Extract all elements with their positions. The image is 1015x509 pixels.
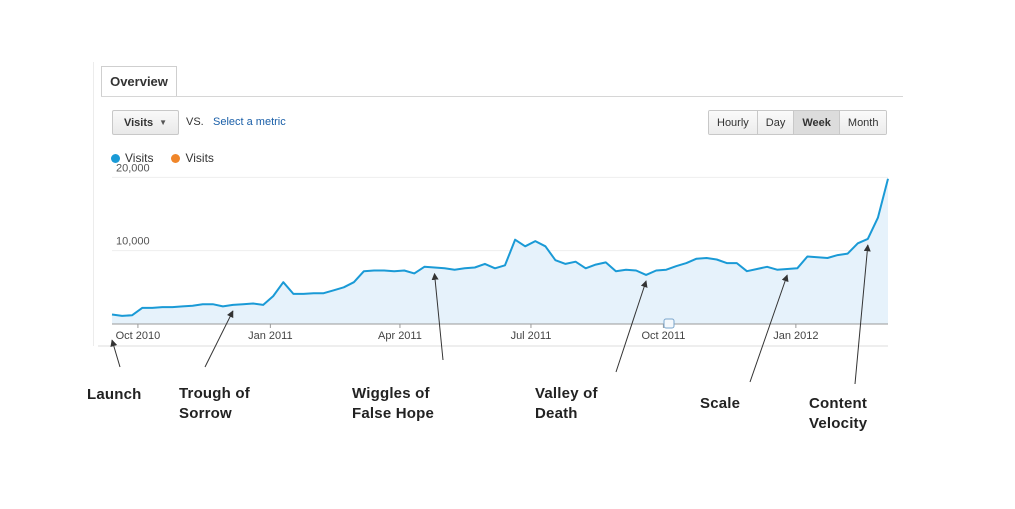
- annotation-wiggles-of-false-hope: Wiggles of False Hope: [352, 384, 434, 424]
- x-tick-label: Oct 2011: [641, 330, 685, 342]
- annotation-arrow: [615, 280, 648, 373]
- panel-left-border: [93, 62, 94, 346]
- annotation-valley-text: Valley of Death: [535, 385, 598, 422]
- x-tick-label: Jul 2011: [511, 330, 552, 342]
- annotation-arrow: [431, 272, 444, 361]
- annotation-wiggles-text: Wiggles of False Hope: [352, 385, 435, 422]
- legend-dot-orange: [171, 153, 181, 163]
- annotation-arrow: [749, 274, 789, 383]
- annotation-trough-text: Trough of Sorrow: [179, 385, 250, 422]
- legend-label-secondary: Visits: [185, 151, 214, 165]
- y-tick-label: 20,000: [116, 162, 150, 174]
- tab-divider: [101, 96, 903, 97]
- annotation-arrow: [204, 310, 234, 368]
- vs-label: VS.: [186, 116, 204, 128]
- chart-legend: Visits Visits: [111, 151, 214, 165]
- tab-overview[interactable]: Overview: [101, 66, 177, 96]
- legend-dot-blue: [111, 153, 120, 163]
- legend-item-primary[interactable]: Visits: [111, 151, 153, 165]
- annotation-arrow: [110, 339, 121, 368]
- chevron-down-icon: ▼: [159, 118, 168, 127]
- annotation-valley-of-death: Valley of Death: [535, 384, 598, 424]
- annotation-velocity-text: Content Velocity: [809, 395, 868, 432]
- range-day-button[interactable]: Day: [757, 111, 795, 134]
- range-month-button[interactable]: Month: [839, 111, 887, 134]
- x-tick-label: Jan 2011: [248, 330, 292, 342]
- annotation-marker-icon[interactable]: [663, 318, 675, 329]
- visits-area: [112, 178, 888, 324]
- x-tick-label: Oct 2010: [116, 330, 161, 342]
- x-tick-label: Apr 2011: [378, 330, 422, 342]
- legend-item-secondary[interactable]: Visits: [171, 151, 214, 165]
- select-metric-link[interactable]: Select a metric: [213, 116, 286, 128]
- annotation-trough-of-sorrow: Trough of Sorrow: [179, 384, 250, 424]
- annotation-scale: Scale: [700, 395, 741, 412]
- metric-select-label: Visits: [123, 116, 154, 129]
- range-hourly-button[interactable]: Hourly: [709, 111, 758, 134]
- annotation-content-velocity: Content Velocity: [809, 394, 867, 434]
- legend-label-primary: Visits: [125, 151, 154, 165]
- visits-line[interactable]: [111, 178, 889, 317]
- annotation-launch: Launch: [87, 386, 142, 403]
- annotation-arrow: [854, 244, 871, 385]
- range-week-button[interactable]: Week: [794, 111, 840, 134]
- y-tick-label: 10,000: [116, 236, 150, 248]
- time-range-group: Hourly Day Week Month: [708, 110, 888, 135]
- metric-select-button[interactable]: Visits ▼: [112, 110, 179, 135]
- x-tick-label: Jan 2012: [773, 330, 818, 342]
